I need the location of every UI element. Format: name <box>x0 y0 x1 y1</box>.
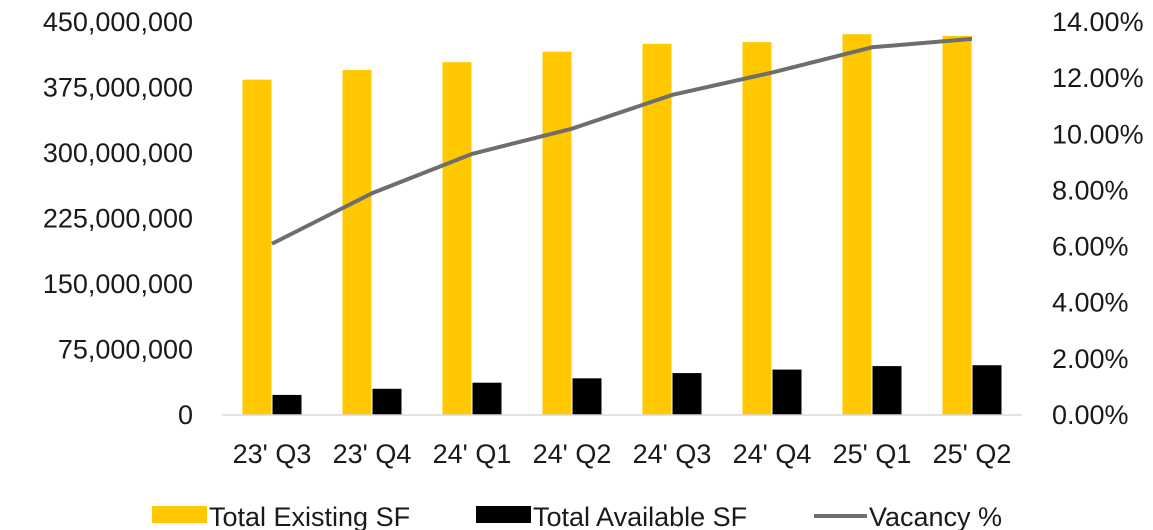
right-axis-tick-label: 0.00% <box>1052 400 1129 430</box>
x-axis: 23' Q3 23' Q4 24' Q1 24' Q2 24' Q3 24' Q4 25' … <box>233 439 1012 469</box>
legend: Total Existing SF Total Available SF Vacan… <box>152 502 1002 530</box>
bar-total-existing-sf <box>742 42 772 415</box>
legend-item-total-existing-sf: Total Existing SF <box>152 502 410 530</box>
left-axis-tick-label: 300,000,000 <box>43 138 193 168</box>
legend-swatch <box>152 506 207 523</box>
left-axis-tick-label: 0 <box>178 400 193 430</box>
legend-label: Vacancy % <box>869 502 1002 530</box>
x-axis-category-label: 24' Q3 <box>633 439 712 469</box>
bar-total-existing-sf <box>542 51 572 416</box>
bar-total-available-sf <box>672 373 702 415</box>
bar-total-available-sf <box>972 365 1002 415</box>
left-axis-tick-label: 75,000,000 <box>58 335 193 365</box>
bar-total-existing-sf <box>642 43 672 415</box>
bar-total-available-sf <box>872 366 902 415</box>
x-axis-category-label: 24' Q4 <box>733 439 812 469</box>
left-axis-tick-label: 150,000,000 <box>43 269 193 299</box>
bar-total-available-sf <box>472 382 502 415</box>
left-axis-tick-label: 375,000,000 <box>43 73 193 103</box>
legend-item-total-available-sf: Total Available SF <box>476 502 747 530</box>
legend-label: Total Available SF <box>533 502 747 530</box>
right-axis-tick-label: 2.00% <box>1052 344 1129 374</box>
x-axis-category-label: 23' Q4 <box>333 439 412 469</box>
right-axis-tick-label: 12.00% <box>1052 63 1144 93</box>
bar-total-existing-sf <box>942 35 972 416</box>
right-axis-tick-label: 14.00% <box>1052 7 1144 37</box>
right-axis-tick-label: 6.00% <box>1052 232 1129 262</box>
legend-label: Total Existing SF <box>209 502 410 530</box>
bar-total-available-sf <box>572 378 602 415</box>
x-axis-category-label: 23' Q3 <box>233 439 312 469</box>
x-axis-category-label: 24' Q1 <box>433 439 512 469</box>
left-axis-tick-label: 225,000,000 <box>43 204 193 234</box>
legend-swatch <box>476 506 531 523</box>
bar-total-available-sf <box>772 369 802 415</box>
right-axis-tick-label: 8.00% <box>1052 175 1129 205</box>
vacancy-line-series <box>271 36 973 246</box>
bar-total-existing-sf <box>442 62 472 415</box>
right-axis: 0.00% 2.00% 4.00% 6.00% 8.00% 10.00% 12.00% 14.… <box>1052 7 1144 430</box>
right-axis-tick-label: 4.00% <box>1052 288 1129 318</box>
legend-item-vacancy: Vacancy % <box>814 502 1002 530</box>
right-axis-tick-label: 10.00% <box>1052 119 1144 149</box>
x-axis-category-label: 24' Q2 <box>533 439 612 469</box>
left-axis-tick-label: 450,000,000 <box>43 7 193 37</box>
vacancy-line <box>271 36 973 246</box>
x-axis-category-label: 25' Q1 <box>833 439 912 469</box>
left-axis: 0 75,000,000 150,000,000 225,000,000 300,000… <box>43 7 193 430</box>
bar-total-existing-sf <box>242 79 272 415</box>
x-axis-category-label: 25' Q2 <box>933 439 1012 469</box>
bar-series <box>242 34 1002 416</box>
bar-total-available-sf <box>372 388 402 415</box>
bar-total-existing-sf <box>842 34 872 416</box>
bar-total-available-sf <box>272 394 302 415</box>
bar-total-existing-sf <box>342 70 372 416</box>
